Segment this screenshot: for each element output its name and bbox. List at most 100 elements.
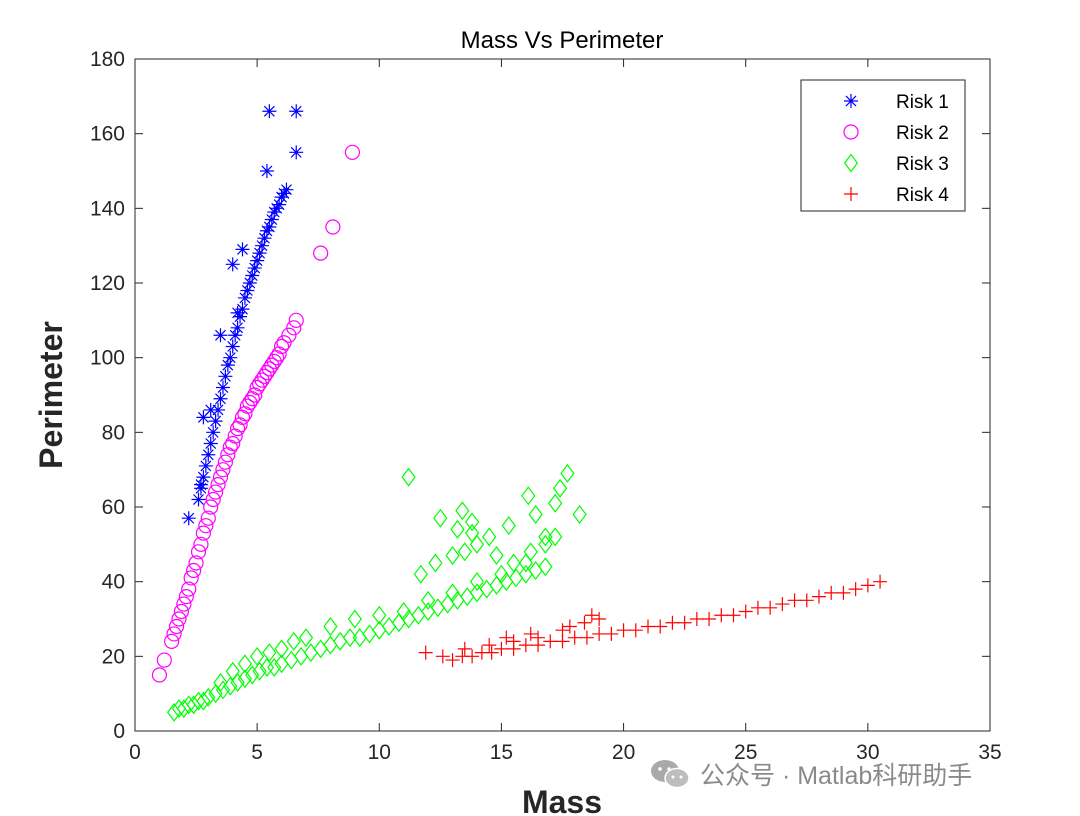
data-point [230,305,245,320]
data-point [665,615,680,630]
data-point [220,358,235,373]
data-point [523,542,538,562]
data-point [413,564,428,584]
data-point [249,379,265,396]
y-axis-label: Perimeter [33,321,69,469]
data-point [198,458,213,473]
legend-marker [843,153,859,173]
data-point [812,589,826,604]
data-point [506,553,521,573]
x-tick-label: 15 [490,741,513,764]
data-point [267,658,282,678]
data-point [252,661,267,681]
data-point [247,261,262,276]
data-point [261,361,277,377]
data-point [273,338,290,355]
data-point [289,104,304,119]
data-point [213,672,228,692]
data-point [465,649,480,664]
data-point [173,603,190,620]
data-point [450,519,465,539]
data-point [484,645,499,660]
data-point [445,583,460,603]
data-point [538,534,553,554]
data-point [223,350,238,365]
data-point [255,238,270,253]
data-point [435,649,450,664]
data-point [191,492,206,507]
data-point [276,335,292,351]
data-point [262,220,277,234]
data-point [259,658,275,678]
data-point [677,615,692,630]
data-point [186,562,202,579]
data-point [548,493,563,513]
y-tick-label: 40 [102,571,125,594]
x-tick-label: 35 [978,741,1001,764]
data-point [523,626,538,641]
data-point [714,608,729,623]
data-point [281,327,297,343]
data-point [313,245,329,261]
data-point [206,425,221,440]
data-point [208,484,224,500]
data-point [225,661,240,681]
data-point [396,602,411,622]
data-point [464,512,480,532]
data-point [242,394,258,411]
series-3 [166,463,587,722]
legend-entry: Risk 4 [896,185,949,206]
data-point [250,253,265,268]
data-point [641,619,655,634]
data-point [257,231,272,246]
data-point [250,646,265,666]
data-point [836,585,851,600]
data-point [225,339,240,354]
data-point [325,219,341,235]
data-point [213,328,228,343]
data-point [195,525,211,541]
wechat-icon [651,760,690,789]
data-point [457,542,472,562]
data-point [239,398,255,414]
x-tick-label: 5 [251,741,263,764]
data-point [256,368,273,384]
legend-marker [844,187,858,201]
data-point [543,634,558,649]
data-point [445,546,460,566]
data-point [277,186,292,201]
x-tick-label: 25 [734,741,757,764]
data-point [259,223,274,238]
y-tick-label: 140 [90,197,125,220]
data-point [201,447,216,462]
data-point [469,572,485,592]
data-point [873,574,888,589]
data-point [217,454,233,470]
data-point [237,290,252,305]
legend-entry: Risk 1 [896,92,949,113]
data-point [562,619,577,634]
data-point [178,588,194,605]
x-axis-label: Mass [522,784,602,816]
y-tick-label: 80 [102,421,125,444]
data-point [218,369,233,384]
data-marks [151,104,888,722]
data-point [203,402,218,417]
data-point [166,626,182,642]
data-point [433,508,448,528]
data-point [254,372,270,388]
data-point [538,527,553,547]
data-point [848,582,863,597]
data-point [267,205,282,220]
axes: 0 5 10 15 20 25 30 35 0 20 40 60 80 100 120 140 160 180 [90,48,1002,764]
data-point [164,633,180,650]
data-point [193,536,209,552]
data-point [592,612,607,626]
data-point [262,643,277,663]
data-point [215,680,231,700]
legend-marker [843,124,859,140]
data-point [445,653,460,668]
data-point [168,618,185,635]
data-point [750,600,765,615]
data-point [212,469,229,485]
